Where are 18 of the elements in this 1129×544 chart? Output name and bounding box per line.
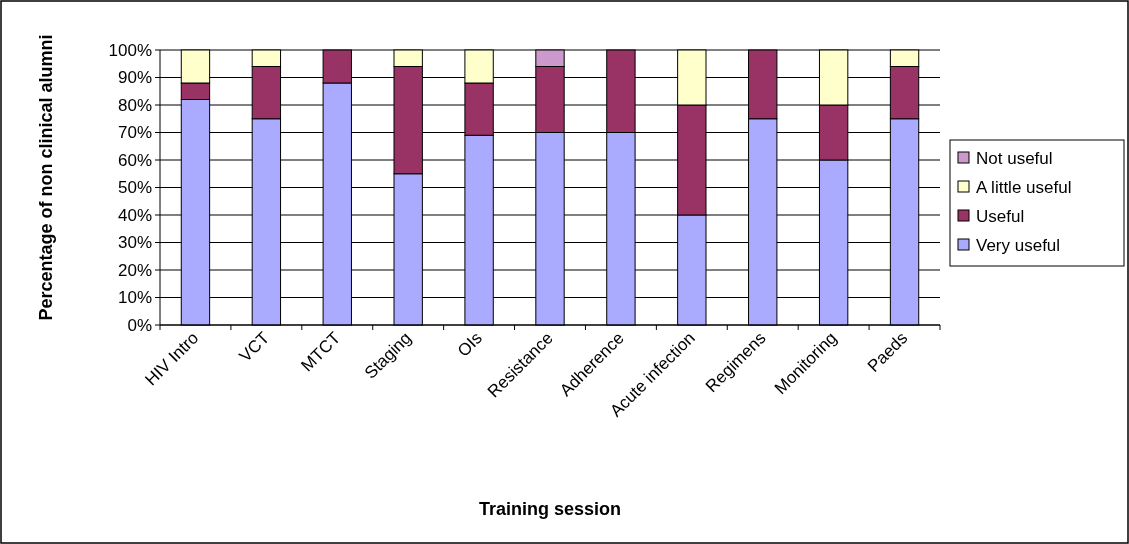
- y-tick-label: 0%: [127, 315, 152, 335]
- legend-label: Useful: [976, 206, 1025, 226]
- y-tick-label: 100%: [108, 40, 152, 60]
- y-tick-label: 10%: [117, 288, 152, 308]
- y-tick-label: 40%: [117, 205, 152, 225]
- x-axis-title: Training session: [478, 499, 622, 519]
- y-tick-label: 20%: [117, 260, 152, 280]
- y-tick-label: 80%: [117, 95, 152, 115]
- y-tick-label: 70%: [117, 123, 152, 143]
- x-tick-label: OIs: [453, 328, 486, 361]
- y-tick-label: 60%: [117, 150, 152, 170]
- y-tick-label: 90%: [117, 68, 152, 88]
- legend-label: A little useful: [976, 177, 1072, 197]
- y-tick-label: 30%: [117, 233, 152, 253]
- y-axis-title: Percentage of non clinical alumni: [36, 34, 56, 321]
- legend-label: Very useful: [976, 235, 1061, 255]
- y-tick-label: 50%: [117, 178, 152, 198]
- legend-label: Not useful: [976, 148, 1053, 168]
